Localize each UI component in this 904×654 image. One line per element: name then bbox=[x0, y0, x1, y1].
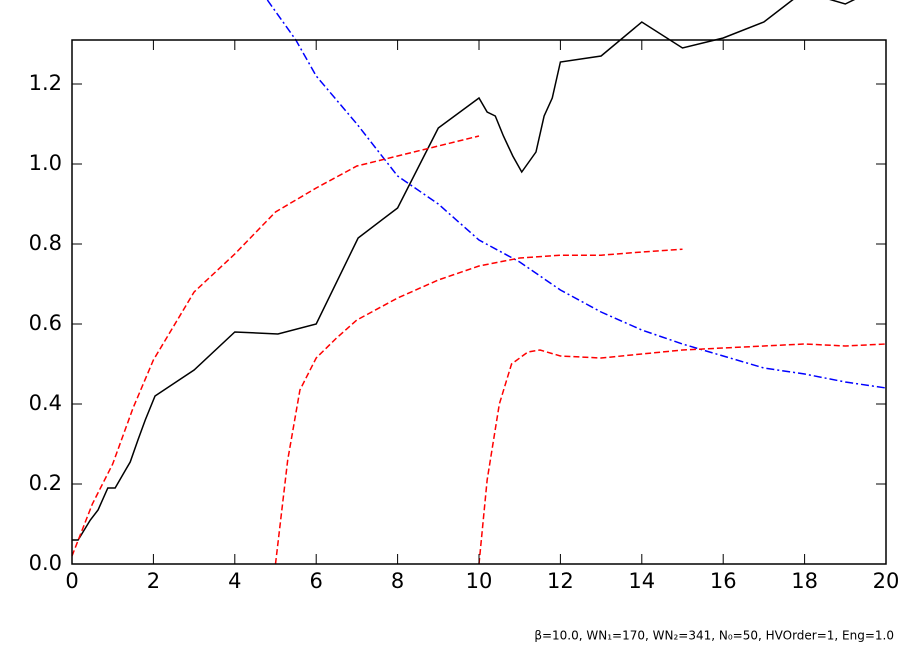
y-tick-label: 0.6 bbox=[29, 311, 62, 335]
y-tick-label: 1.2 bbox=[29, 71, 62, 95]
x-tick-label: 8 bbox=[391, 569, 404, 593]
data-line bbox=[72, 0, 856, 541]
y-tick-label: 0.0 bbox=[29, 551, 62, 575]
x-tick-label: 6 bbox=[310, 569, 323, 593]
data-line bbox=[71, 135, 480, 557]
data-line bbox=[266, 0, 887, 389]
x-tick-label: 16 bbox=[710, 569, 737, 593]
y-tick-label: 0.2 bbox=[29, 471, 62, 495]
y-tick-label: 1.0 bbox=[29, 151, 62, 175]
annotation: β=10.0, WN₁=170, WN₂=341, N₀=50, HVOrder… bbox=[534, 629, 894, 643]
y-tick-label: 0.4 bbox=[29, 391, 62, 415]
data-line bbox=[478, 343, 887, 565]
x-tick-label: 2 bbox=[147, 569, 160, 593]
x-tick-label: 20 bbox=[873, 569, 900, 593]
x-tick-label: 12 bbox=[547, 569, 574, 593]
data-line bbox=[274, 248, 683, 565]
x-tick-label: 18 bbox=[791, 569, 818, 593]
x-tick-label: 0 bbox=[65, 569, 78, 593]
plot-frame bbox=[71, 39, 887, 565]
x-tick-label: 14 bbox=[628, 569, 655, 593]
x-tick-label: 10 bbox=[466, 569, 493, 593]
x-tick-label: 4 bbox=[228, 569, 241, 593]
y-tick-label: 0.8 bbox=[29, 231, 62, 255]
